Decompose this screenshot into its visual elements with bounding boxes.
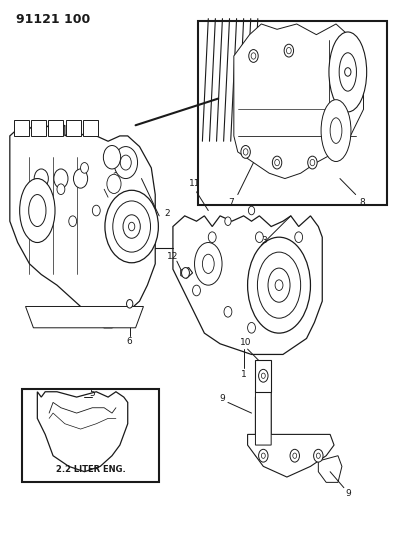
- Circle shape: [259, 449, 268, 462]
- Circle shape: [92, 205, 100, 216]
- Circle shape: [284, 44, 294, 57]
- Ellipse shape: [195, 243, 222, 285]
- Polygon shape: [255, 360, 271, 392]
- Circle shape: [251, 53, 256, 59]
- Circle shape: [241, 146, 250, 158]
- Circle shape: [193, 285, 200, 296]
- Ellipse shape: [29, 195, 46, 227]
- Polygon shape: [255, 381, 271, 445]
- Text: 5: 5: [90, 389, 95, 398]
- Ellipse shape: [330, 118, 342, 143]
- Polygon shape: [173, 216, 322, 354]
- Circle shape: [290, 449, 299, 462]
- Circle shape: [275, 159, 279, 166]
- Circle shape: [225, 217, 231, 225]
- Ellipse shape: [268, 268, 290, 302]
- Polygon shape: [10, 125, 155, 328]
- Ellipse shape: [123, 215, 140, 238]
- Bar: [22, 389, 159, 482]
- Circle shape: [261, 453, 265, 458]
- Circle shape: [255, 232, 263, 243]
- Circle shape: [81, 163, 88, 173]
- Circle shape: [224, 306, 232, 317]
- Circle shape: [248, 206, 255, 215]
- Ellipse shape: [339, 53, 356, 91]
- Ellipse shape: [105, 190, 158, 263]
- Circle shape: [129, 222, 135, 231]
- Ellipse shape: [248, 237, 310, 333]
- Polygon shape: [255, 381, 271, 456]
- Circle shape: [54, 169, 68, 188]
- Circle shape: [293, 453, 297, 458]
- Circle shape: [182, 268, 189, 278]
- Text: 12: 12: [167, 253, 178, 261]
- Bar: [14, 120, 29, 136]
- Text: 91121 100: 91121 100: [16, 13, 90, 26]
- Bar: [83, 120, 98, 136]
- Bar: [198, 21, 387, 205]
- Circle shape: [272, 156, 282, 169]
- Bar: [66, 120, 81, 136]
- Bar: [31, 120, 46, 136]
- Text: 7: 7: [228, 198, 234, 207]
- Ellipse shape: [113, 201, 151, 252]
- Ellipse shape: [103, 146, 121, 169]
- Circle shape: [127, 300, 133, 308]
- Circle shape: [259, 369, 268, 382]
- Text: 9: 9: [219, 394, 225, 402]
- Text: 9: 9: [345, 489, 351, 497]
- Text: 1: 1: [241, 370, 246, 379]
- Circle shape: [345, 68, 351, 76]
- Circle shape: [295, 232, 303, 243]
- Polygon shape: [37, 392, 128, 472]
- Text: 11: 11: [189, 180, 200, 188]
- Circle shape: [275, 280, 283, 290]
- Circle shape: [248, 322, 255, 333]
- Circle shape: [286, 47, 291, 54]
- Ellipse shape: [321, 100, 351, 161]
- Circle shape: [73, 169, 88, 188]
- Text: 6: 6: [127, 337, 132, 345]
- Text: 2: 2: [164, 209, 170, 217]
- Ellipse shape: [107, 174, 121, 193]
- Ellipse shape: [114, 147, 138, 179]
- Circle shape: [316, 453, 320, 458]
- Circle shape: [243, 149, 248, 155]
- Circle shape: [57, 184, 65, 195]
- Text: 3: 3: [261, 237, 267, 245]
- Polygon shape: [234, 24, 364, 179]
- Polygon shape: [318, 456, 342, 482]
- Ellipse shape: [20, 179, 55, 243]
- Polygon shape: [181, 268, 193, 278]
- Circle shape: [314, 449, 323, 462]
- Bar: [48, 120, 63, 136]
- Circle shape: [308, 156, 317, 169]
- Circle shape: [310, 159, 315, 166]
- Text: 2.2 LITER ENG.: 2.2 LITER ENG.: [55, 465, 125, 473]
- Ellipse shape: [202, 254, 214, 273]
- Text: 8: 8: [360, 198, 365, 207]
- Circle shape: [208, 232, 216, 243]
- Polygon shape: [248, 434, 334, 477]
- Ellipse shape: [120, 155, 131, 170]
- Circle shape: [261, 373, 265, 378]
- Ellipse shape: [329, 32, 367, 112]
- Circle shape: [249, 50, 258, 62]
- Text: 10: 10: [240, 338, 252, 347]
- Ellipse shape: [257, 252, 301, 318]
- Polygon shape: [26, 306, 143, 328]
- Circle shape: [34, 169, 48, 188]
- Circle shape: [69, 216, 77, 227]
